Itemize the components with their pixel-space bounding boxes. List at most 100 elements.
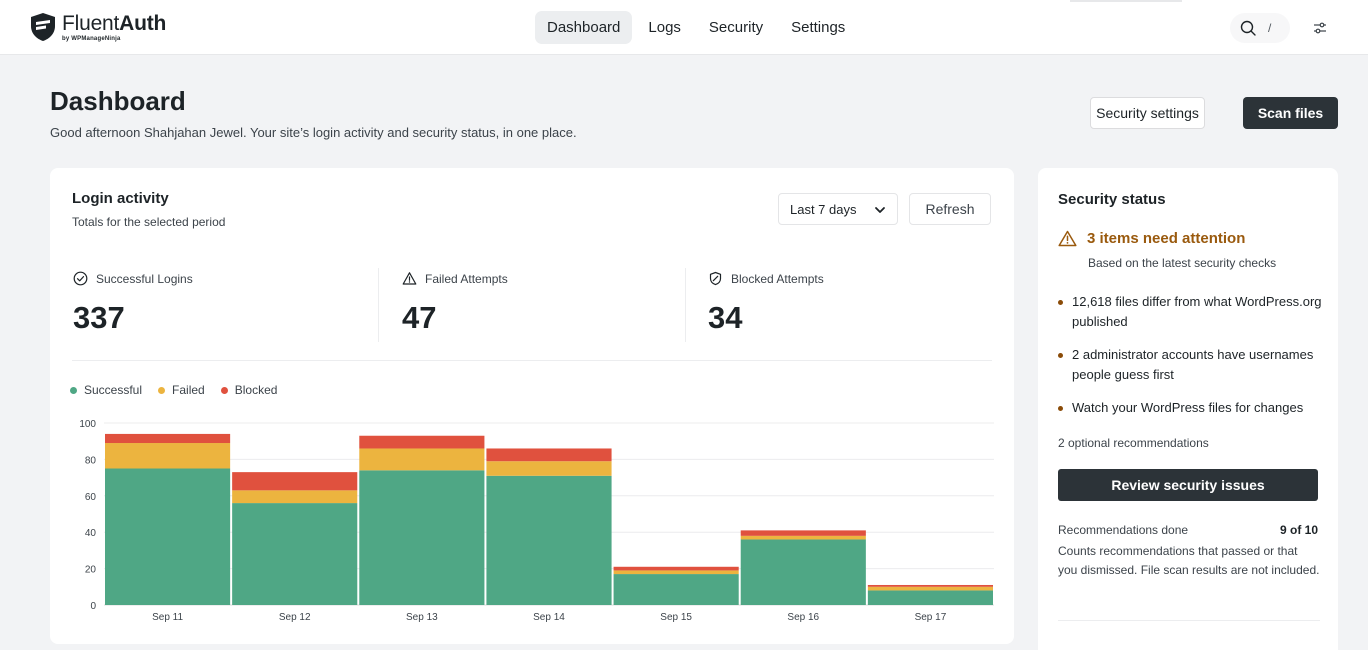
- stat-successful-logins: Successful Logins 337: [73, 271, 193, 336]
- stat-divider: [378, 268, 379, 342]
- bar-segment-successful[interactable]: [105, 468, 231, 606]
- bar-segment-failed[interactable]: [740, 535, 866, 540]
- stat-label: Failed Attempts: [425, 271, 508, 286]
- main-nav: Dashboard Logs Security Settings: [535, 11, 861, 44]
- sliders-icon: [1314, 22, 1326, 34]
- stat-value: 337: [73, 300, 125, 335]
- nav-settings[interactable]: Settings: [791, 19, 846, 36]
- review-security-issues-button[interactable]: Review security issues: [1058, 469, 1318, 501]
- shield-icon: [709, 271, 722, 286]
- chart-legend: Successful Failed Blocked: [70, 383, 293, 397]
- attention-subtitle: Based on the latest security checks: [1088, 256, 1277, 270]
- bullet-dot: [1058, 300, 1063, 305]
- stat-value: 47: [402, 300, 437, 335]
- stat-blocked-attempts: Blocked Attempts 34: [708, 271, 824, 336]
- bar-segment-successful[interactable]: [359, 470, 485, 605]
- bar-segment-failed[interactable]: [359, 448, 485, 471]
- bar-segment-blocked[interactable]: [486, 448, 612, 462]
- bar-segment-successful[interactable]: [486, 475, 612, 605]
- bar-segment-successful[interactable]: [232, 503, 358, 605]
- section-divider: [1058, 620, 1320, 621]
- x-tick-label: Sep 15: [660, 612, 692, 623]
- top-divider: [1070, 0, 1182, 2]
- search-shortcut-hint: /: [1268, 21, 1272, 35]
- login-activity-chart: 0 20 40 60 80 100 Sep 11 Sep 12 Sep 13 Sep 14 Sep …: [79, 419, 994, 623]
- section-divider: [72, 360, 992, 361]
- nav-logs[interactable]: Logs: [648, 19, 681, 36]
- bar-segment-successful[interactable]: [867, 590, 993, 605]
- bar-segment-failed[interactable]: [105, 443, 231, 469]
- issue-list: 12,618 files differ from what WordPress.…: [1058, 292, 1328, 431]
- security-status-card: Security status 3 items need attention B…: [1038, 168, 1338, 650]
- x-tick-label: Sep 17: [915, 612, 947, 623]
- legend-label: Blocked: [234, 383, 278, 397]
- recommendations-done-value: 9 of 10: [1279, 523, 1318, 537]
- y-tick-label: 100: [79, 419, 96, 430]
- bar-segment-successful[interactable]: [613, 574, 739, 605]
- login-activity-subtitle: Totals for the selected period: [72, 215, 226, 229]
- issue-item[interactable]: 2 administrator accounts have usernames …: [1058, 345, 1328, 385]
- period-select[interactable]: Last 7 days: [778, 193, 898, 225]
- legend-item-failed[interactable]: Failed: [158, 383, 205, 397]
- recommendations-done-label: Recommendations done: [1058, 523, 1189, 537]
- x-tick-label: Sep 12: [279, 612, 311, 623]
- x-tick-label: Sep 11: [152, 612, 183, 623]
- check-circle-icon: [73, 271, 88, 286]
- chevron-down-icon: [875, 207, 885, 213]
- bar-segment-blocked[interactable]: [359, 435, 485, 449]
- issue-item[interactable]: Watch your WordPress files for changes: [1058, 398, 1328, 418]
- y-tick-label: 80: [85, 455, 97, 466]
- stat-label: Successful Logins: [96, 271, 193, 286]
- bar-segment-failed[interactable]: [486, 461, 612, 476]
- legend-swatch: [70, 386, 77, 394]
- brand-byline: by WPManageNinja: [62, 35, 121, 42]
- bar-segment-blocked[interactable]: [232, 472, 358, 491]
- recommendations-done-row: Recommendations done 9 of 10: [1058, 523, 1318, 537]
- bar-segment-blocked[interactable]: [740, 530, 866, 536]
- bar-segment-blocked[interactable]: [613, 566, 739, 571]
- login-activity-title: Login activity: [72, 190, 169, 207]
- bar-segment-failed[interactable]: [232, 490, 358, 504]
- optional-recommendations[interactable]: 2 optional recommendations: [1058, 436, 1209, 450]
- legend-swatch: [220, 386, 228, 394]
- stat-value: 34: [708, 300, 743, 335]
- legend-item-successful[interactable]: Successful: [70, 383, 142, 397]
- y-tick-label: 20: [85, 565, 97, 576]
- legend-item-blocked[interactable]: Blocked: [220, 383, 278, 397]
- nav-security[interactable]: Security: [708, 19, 764, 36]
- stat-divider: [685, 268, 686, 342]
- scan-files-button[interactable]: Scan files: [1243, 97, 1338, 129]
- x-tick-label: Sep 16: [787, 612, 819, 623]
- warning-triangle-icon: [1058, 230, 1077, 247]
- stat-failed-attempts: Failed Attempts 47: [402, 271, 508, 336]
- attention-title: 3 items need attention: [1087, 230, 1246, 247]
- brand-name: FluentAuth: [62, 11, 167, 35]
- bar-segment-blocked[interactable]: [867, 584, 993, 587]
- bullet-dot: [1058, 353, 1063, 358]
- legend-label: Failed: [172, 383, 205, 397]
- period-select-value: Last 7 days: [790, 201, 857, 217]
- legend-label: Successful: [84, 383, 143, 397]
- stat-label: Blocked Attempts: [731, 271, 824, 286]
- page-title: Dashboard: [50, 86, 186, 116]
- bar-segment-successful[interactable]: [740, 539, 866, 605]
- nav-dashboard[interactable]: Dashboard: [535, 11, 633, 44]
- bullet-dot: [1058, 406, 1063, 411]
- y-tick-label: 60: [85, 492, 97, 503]
- bar-segment-blocked[interactable]: [105, 433, 231, 444]
- warning-triangle-icon: [402, 272, 417, 285]
- security-status-title: Security status: [1058, 191, 1166, 208]
- recommendations-note: Counts recommendations that passed or th…: [1058, 544, 1320, 577]
- login-activity-card: Login activity Totals for the selected p…: [50, 168, 1014, 644]
- brand-logo[interactable]: FluentAuth by WPManageNinja: [30, 12, 166, 42]
- refresh-button[interactable]: Refresh: [909, 193, 991, 225]
- bar-segment-failed[interactable]: [867, 586, 993, 591]
- issue-item[interactable]: 12,618 files differ from what WordPress.…: [1058, 292, 1328, 332]
- bar-segment-failed[interactable]: [613, 570, 739, 575]
- security-settings-button[interactable]: Security settings: [1090, 97, 1205, 129]
- search-button[interactable]: /: [1230, 13, 1290, 43]
- y-tick-label: 40: [85, 528, 97, 539]
- display-options-button[interactable]: [1306, 14, 1334, 42]
- page-subtitle: Good afternoon Shahjahan Jewel. Your sit…: [50, 125, 577, 140]
- attention-header: 3 items need attention: [1058, 230, 1245, 247]
